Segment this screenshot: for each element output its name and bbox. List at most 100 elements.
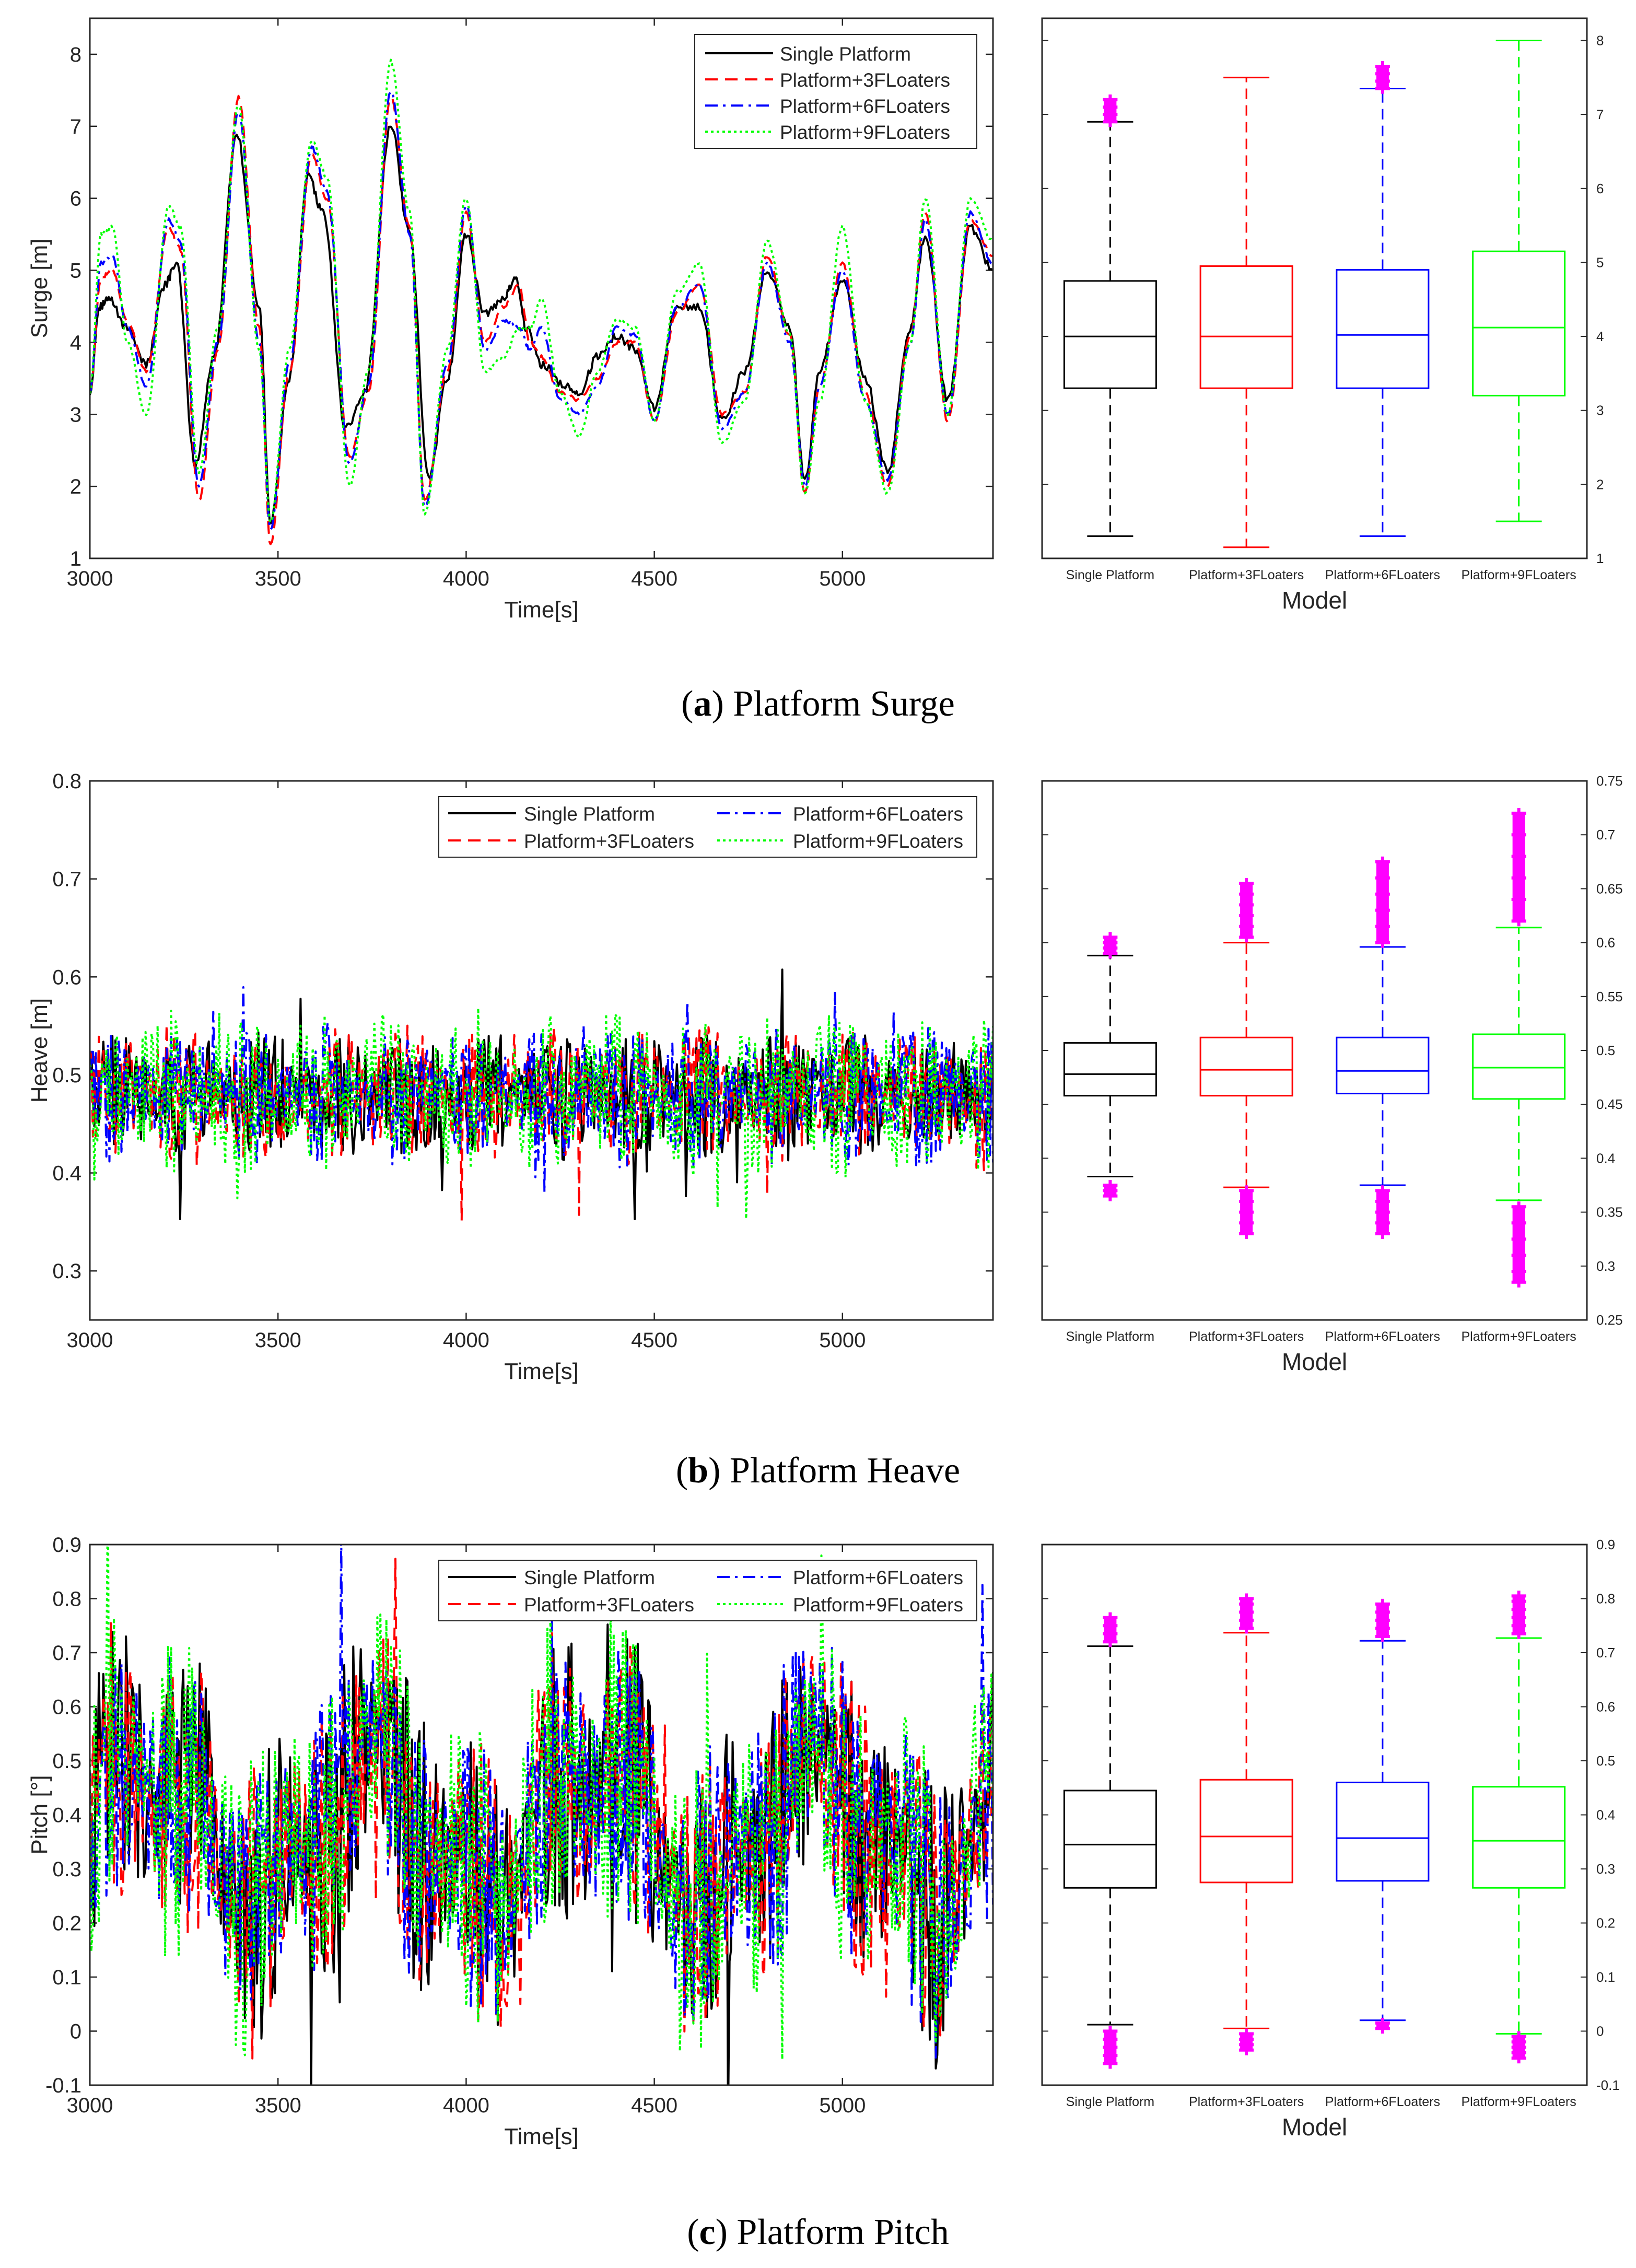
- box-platform-6floaters: [1336, 1598, 1430, 2034]
- y-tick-label: 0.7: [1596, 827, 1615, 843]
- y-tick-label: 3: [1596, 403, 1604, 418]
- outlier-cluster: [1240, 2033, 1253, 2050]
- box-platform-9floaters: [1472, 1591, 1566, 2064]
- y-tick-label: 2: [70, 475, 81, 498]
- y-tick-label: 8: [70, 43, 81, 66]
- caption-open: (: [687, 2212, 699, 2252]
- y-tick-label: 0.65: [1596, 881, 1623, 896]
- y-tick-label: 0.5: [1596, 1043, 1615, 1058]
- legend-label: Single Platform: [524, 803, 655, 825]
- caption-letter: c: [699, 2212, 716, 2252]
- legend-label: Platform+9FLoaters: [793, 831, 963, 852]
- y-tick-label: 3: [70, 403, 81, 426]
- outlier-cluster: [1240, 883, 1253, 938]
- x-tick-label: 4000: [443, 1329, 489, 1352]
- y-tick-label: 0.2: [1596, 1915, 1615, 1931]
- box-single-platform: [1063, 932, 1157, 1201]
- y-tick-label: 0.9: [52, 1534, 81, 1557]
- y-tick-label: 0: [1596, 2024, 1604, 2039]
- y-tick-label: 1: [70, 547, 81, 570]
- legend-label: Platform+3FLoaters: [524, 831, 694, 852]
- y-tick-label: 0.75: [1596, 773, 1623, 789]
- outlier-cluster: [1104, 937, 1117, 954]
- category-label: Single Platform: [1066, 2095, 1155, 2109]
- x-tick-label: 3500: [255, 2094, 301, 2117]
- box-single-platform: [1063, 94, 1157, 537]
- y-tick-label: 0.3: [52, 1260, 81, 1283]
- y-tick-label: -0.1: [1596, 2077, 1620, 2093]
- category-label: Single Platform: [1066, 1329, 1155, 1344]
- iqr-box: [1199, 1036, 1293, 1097]
- y-tick-label: 0.4: [52, 1162, 81, 1185]
- x-axis-label: Time[s]: [504, 597, 579, 623]
- iqr-box: [1063, 1042, 1157, 1097]
- y-tick-label: 0.8: [1596, 1591, 1615, 1607]
- y-tick-label: 0.1: [1596, 1969, 1615, 1985]
- box-chart-a-box: 1 2 3 4 5 6 7 8 Single Platform Platform+3FLoater…: [1042, 32, 1604, 614]
- y-tick-label: 0.45: [1596, 1096, 1623, 1112]
- y-tick-label: 0.25: [1596, 1312, 1623, 1328]
- legend-label: Platform+3FLoaters: [524, 1594, 694, 1616]
- outlier-cluster: [1376, 861, 1389, 943]
- series-line-platform-9floaters: [90, 59, 993, 523]
- iqr-box: [1063, 280, 1157, 389]
- panel-caption-a: (a) Platform Surge: [681, 684, 955, 724]
- y-tick-label: 8: [1596, 32, 1604, 48]
- y-tick-label: 0.6: [1596, 1699, 1615, 1715]
- box-frame-b-box: [1041, 780, 1588, 1321]
- iqr-box: [1336, 269, 1430, 389]
- x-axis-label: Time[s]: [504, 2124, 579, 2149]
- y-tick-label: 0.6: [52, 1696, 81, 1719]
- y-tick-label: 4: [1596, 329, 1604, 344]
- y-tick-label: 0.3: [52, 1858, 81, 1881]
- y-tick-label: 5: [1596, 254, 1604, 270]
- legend-label: Single Platform: [524, 1567, 655, 1588]
- category-label: Platform+9FLoaters: [1462, 1329, 1576, 1344]
- box-chart-b-box: 0.25 0.3 0.35 0.4 0.45 0.5 0.55 0.6 0.65 0.7 0.75 S…: [1042, 773, 1623, 1375]
- y-tick-label: 0.7: [52, 868, 81, 891]
- outlier-cluster: [1376, 1190, 1389, 1234]
- panel-caption-b: (b) Platform Heave: [676, 1451, 960, 1491]
- y-tick-label: 0.4: [1596, 1807, 1615, 1823]
- series-line-platform-3floaters: [90, 95, 993, 545]
- caption-open: (: [676, 1451, 688, 1491]
- y-axis-label: Heave [m]: [27, 998, 52, 1103]
- category-label: Platform+9FLoaters: [1462, 2095, 1576, 2109]
- series-line-platform-3floaters: [90, 1558, 993, 2060]
- outlier-cluster: [1240, 1598, 1253, 1629]
- x-tick-label: 4500: [631, 2094, 677, 2117]
- category-label: Platform+3FLoaters: [1189, 568, 1304, 582]
- box-platform-6floaters: [1336, 61, 1430, 537]
- category-label: Single Platform: [1066, 568, 1155, 582]
- box-platform-9floaters: [1472, 808, 1566, 1288]
- category-label: Platform+3FLoaters: [1189, 1329, 1304, 1344]
- x-axis-label: Model: [1282, 2113, 1347, 2141]
- series-line-single-platform: [90, 125, 993, 524]
- box-frame-a-box: [1041, 17, 1588, 559]
- box-chart-c-box: -0.1 0 0.1 0.2 0.3 0.4 0.5 0.6 0.7 0.8 0.9 Single P…: [1042, 1537, 1620, 2141]
- y-tick-label: 0.7: [52, 1642, 81, 1665]
- y-tick-label: 1: [1596, 551, 1604, 566]
- plot-frame-b: [89, 780, 994, 1321]
- series-line-platform-6floaters: [90, 1545, 993, 2059]
- category-label: Platform+9FLoaters: [1462, 568, 1576, 582]
- x-tick-label: 5000: [819, 567, 866, 590]
- y-tick-label: 0.1: [52, 1966, 81, 1989]
- category-label: Platform+6FLoaters: [1325, 1329, 1440, 1344]
- y-tick-label: 0.6: [1596, 935, 1615, 951]
- y-tick-label: 4: [70, 331, 81, 354]
- x-tick-label: 4500: [631, 1329, 677, 1352]
- y-tick-label: 0.2: [52, 1912, 81, 1935]
- x-tick-label: 3000: [67, 567, 113, 590]
- iqr-box: [1472, 1786, 1566, 1889]
- y-tick-label: 0.7: [1596, 1645, 1615, 1661]
- legend-box: [438, 796, 977, 858]
- y-tick-label: 0.5: [1596, 1753, 1615, 1769]
- legend-label: Single Platform: [780, 43, 911, 65]
- legend-box: [438, 1560, 977, 1621]
- outlier-cluster: [1376, 2023, 1389, 2029]
- caption-open: (: [681, 684, 693, 724]
- category-label: Platform+6FLoaters: [1325, 568, 1440, 582]
- line-chart-b: 3000 3500 4000 4500 5000 0.3 0.4 0.5 0.6 0.7 0.8 Ti…: [27, 770, 993, 1491]
- y-axis-label: Pitch [°]: [27, 1775, 52, 1854]
